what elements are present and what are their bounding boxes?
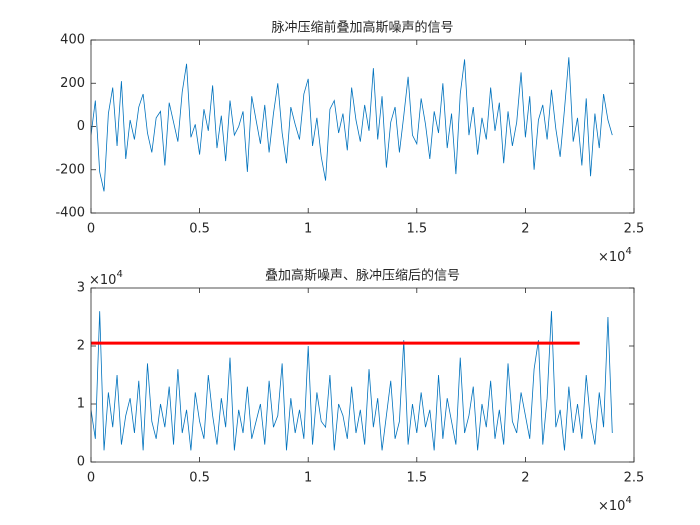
exponent-base: ×10 — [89, 273, 116, 288]
x-tick-label: 1 — [304, 471, 312, 486]
exponent-power: 4 — [116, 269, 122, 280]
exponent-base: ×10 — [598, 499, 625, 514]
axes-box — [90, 287, 635, 463]
x-tick-label: 2.5 — [624, 222, 645, 237]
y-tick-label: 3 — [77, 281, 85, 296]
x-tick-label: 1 — [304, 222, 312, 237]
axis-exponent: ×104 — [598, 246, 632, 265]
x-tick-label: 1.5 — [406, 471, 427, 486]
exponent-power: 4 — [625, 246, 631, 257]
x-tick-label: 0 — [87, 222, 95, 237]
x-tick-label: 0.5 — [189, 222, 210, 237]
axes-box — [90, 39, 635, 214]
chart-title: 脉冲压缩前叠加高斯噪声的信号 — [271, 20, 453, 36]
y-tick-label: 1 — [77, 397, 85, 412]
signal-line — [91, 57, 613, 192]
y-tick-label: 200 — [60, 76, 85, 91]
y-tick-label: 2 — [77, 339, 85, 354]
y-tick-label: 400 — [60, 33, 85, 48]
axis-exponent: ×104 — [598, 495, 632, 514]
plot-area — [91, 288, 634, 462]
y-tick-label: -400 — [55, 206, 85, 221]
y-tick-label: 0 — [77, 119, 85, 134]
chart-title: 叠加高斯噪声、脉冲压缩后的信号 — [265, 268, 460, 284]
x-tick-label: 1.5 — [406, 222, 427, 237]
x-tick-label: 2 — [521, 471, 529, 486]
exponent-power: 4 — [625, 495, 631, 506]
x-tick-label: 0.5 — [189, 471, 210, 486]
y-tick-label: -200 — [55, 162, 85, 177]
y-tick-label: 0 — [77, 455, 85, 470]
x-tick-label: 2 — [521, 222, 529, 237]
signal-line — [91, 311, 613, 451]
exponent-base: ×10 — [598, 250, 625, 265]
x-tick-label: 0 — [87, 471, 95, 486]
x-tick-label: 2.5 — [624, 471, 645, 486]
axis-exponent: ×104 — [89, 269, 123, 288]
